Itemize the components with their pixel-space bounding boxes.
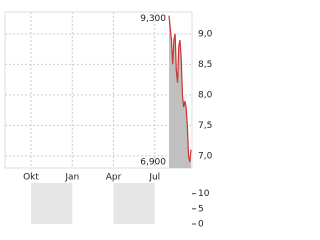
y-tick-label: 8,5 bbox=[198, 60, 212, 70]
annotation: 9,300 bbox=[140, 14, 166, 24]
y-tick-label: 5 bbox=[198, 204, 204, 214]
shade-band bbox=[113, 183, 155, 224]
y-tick-label: 10 bbox=[198, 189, 210, 199]
y-tick-label: 9,0 bbox=[198, 29, 213, 39]
area bbox=[169, 15, 191, 168]
y-tick-label: 7,5 bbox=[198, 121, 212, 131]
x-tick-label: Apr bbox=[106, 173, 122, 183]
x-tick-label: Jul bbox=[148, 173, 160, 183]
plot-area bbox=[4, 11, 193, 169]
x-tick-label: Jan bbox=[64, 173, 79, 183]
y-tick-label: 8,0 bbox=[198, 90, 213, 100]
chart: 7,0 7,5 8,0 8,5 9,0 Okt Jan Apr Jul 9,300 6,900 0 5 1… bbox=[4, 11, 213, 230]
price-line bbox=[168, 15, 192, 163]
x-tick-label: Okt bbox=[23, 173, 39, 183]
shade-band bbox=[31, 183, 73, 224]
y-tick-label: 0 bbox=[198, 220, 204, 230]
y-tick-label: 7,0 bbox=[198, 151, 213, 161]
annotation: 6,900 bbox=[140, 157, 166, 167]
